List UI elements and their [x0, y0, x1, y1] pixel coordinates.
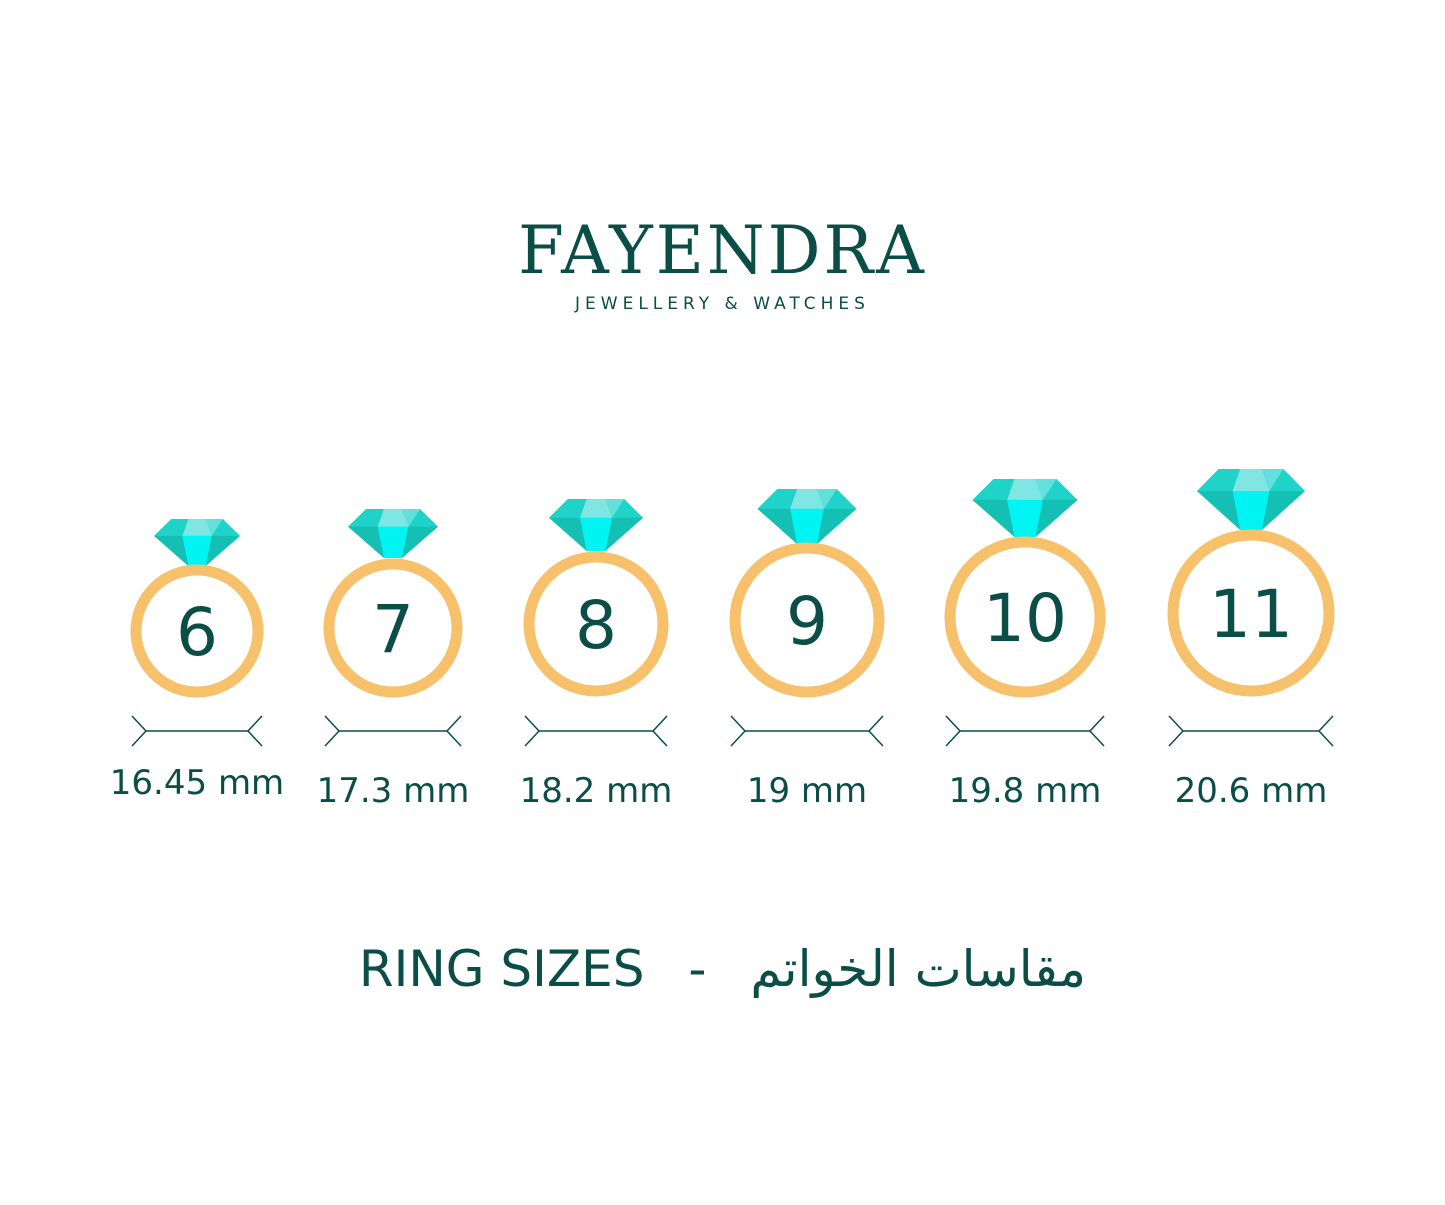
diamond-icon [1197, 469, 1305, 530]
ring-band [323, 558, 463, 698]
diameter-label: 20.6 mm [1175, 771, 1328, 811]
ring-size-number: 10 [983, 580, 1067, 657]
ring-band [130, 564, 264, 698]
brand-tagline: JEWELLERY & WATCHES [575, 294, 870, 314]
diameter-measure-line [324, 715, 462, 747]
ring-size-number: 11 [1209, 576, 1293, 653]
page-title: RING SIZES - مقاسات الخواتم [0, 940, 1445, 998]
ring-size-6: 6 16.45 mm [110, 519, 284, 803]
diamond-icon [549, 499, 643, 551]
diameter-measure-line [131, 715, 263, 747]
diamond-icon [348, 509, 438, 558]
diameter-label: 16.45 mm [110, 763, 284, 803]
ring-size-number: 9 [786, 583, 828, 660]
ring-size-11: 11 20.6 mm [1167, 469, 1335, 811]
diamond-icon [154, 519, 240, 566]
diameter-measure-line [1168, 715, 1334, 747]
title-arabic: مقاسات الخواتم [750, 940, 1087, 998]
diameter-label: 18.2 mm [520, 771, 673, 811]
diameter-label: 17.3 mm [317, 771, 470, 811]
diameter-measure-line [524, 715, 668, 747]
ring-size-number: 8 [575, 587, 617, 664]
diameter-label: 19 mm [747, 771, 867, 811]
ring-band [523, 551, 669, 697]
ring-size-8: 8 18.2 mm [520, 499, 673, 811]
diameter-label: 19.8 mm [949, 771, 1102, 811]
ring-size-9: 9 19 mm [729, 489, 885, 811]
diamond-icon [757, 489, 857, 544]
diamond-icon [972, 479, 1078, 537]
diameter-measure-line [730, 715, 884, 747]
title-english: RING SIZES [358, 940, 645, 998]
ring-size-number: 6 [176, 594, 218, 671]
ring-size-10: 10 19.8 mm [944, 479, 1106, 811]
ring-band [729, 542, 885, 698]
ring-size-number: 7 [372, 591, 414, 668]
diameter-measure-line [945, 715, 1105, 747]
ring-band [944, 536, 1106, 698]
ring-band [1167, 529, 1335, 697]
brand-logo-name: FAYENDRA [518, 212, 927, 289]
title-separator: - [688, 940, 707, 998]
ring-size-7: 7 17.3 mm [317, 509, 470, 811]
